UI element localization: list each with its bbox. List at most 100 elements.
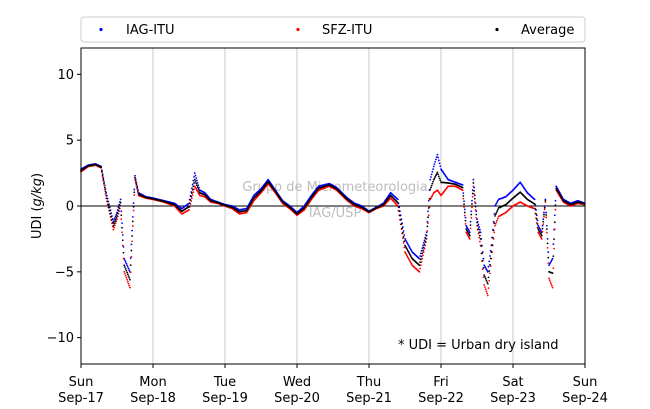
- data-point: [405, 240, 408, 243]
- data-point: [198, 186, 200, 189]
- data-point: [112, 228, 115, 231]
- data-point: [538, 230, 541, 233]
- data-point: [537, 228, 540, 230]
- data-point: [477, 223, 480, 226]
- data-point: [489, 265, 492, 267]
- data-point: [114, 218, 117, 221]
- data-point: [540, 230, 542, 232]
- data-point: [101, 174, 104, 177]
- data-point: [469, 224, 472, 226]
- data-point: [478, 228, 481, 231]
- data-point: [124, 274, 127, 277]
- data-point: [476, 224, 479, 227]
- data-point: [545, 211, 548, 214]
- data-point: [433, 163, 436, 166]
- data-point: [109, 212, 112, 215]
- data-point: [420, 255, 423, 258]
- data-point: [121, 239, 124, 242]
- data-point: [418, 270, 421, 273]
- data-point: [430, 173, 433, 176]
- data-point: [551, 257, 554, 260]
- data-point: [424, 240, 427, 243]
- data-point: [489, 263, 491, 266]
- data-point: [552, 267, 555, 270]
- data-point: [196, 184, 198, 187]
- data-point: [464, 219, 467, 222]
- annotation-note: * UDI = Urban dry island: [398, 338, 558, 353]
- data-point: [543, 208, 546, 211]
- data-point: [481, 251, 484, 253]
- data-point: [401, 231, 404, 234]
- data-point: [492, 238, 495, 240]
- data-point: [124, 266, 126, 268]
- data-point: [422, 249, 424, 252]
- data-point: [539, 232, 542, 234]
- x-tick-label-day: Sat: [502, 375, 523, 390]
- data-point: [472, 182, 475, 184]
- data-point: [115, 213, 118, 216]
- x-tick-label-date: Sep-17: [58, 391, 104, 406]
- data-point: [120, 214, 123, 217]
- data-point: [408, 245, 411, 248]
- data-point: [426, 220, 429, 223]
- data-point: [128, 269, 131, 272]
- legend-label: SFZ-ITU: [322, 23, 372, 38]
- data-point: [535, 218, 538, 220]
- data-point: [131, 225, 134, 227]
- data-point: [399, 214, 401, 217]
- data-point: [132, 202, 135, 205]
- data-point: [403, 234, 406, 236]
- data-point: [134, 181, 137, 184]
- data-point: [132, 209, 135, 212]
- data-point: [126, 273, 129, 276]
- data-point: [409, 261, 412, 264]
- data-point: [486, 270, 489, 273]
- data-point: [467, 232, 470, 234]
- data-point: [420, 261, 423, 263]
- data-point: [194, 174, 197, 177]
- data-point: [473, 193, 476, 196]
- data-point: [252, 195, 254, 198]
- data-point: [192, 185, 195, 188]
- data-point: [130, 255, 133, 258]
- data-point: [124, 272, 126, 275]
- data-point: [188, 205, 190, 208]
- data-point: [489, 257, 492, 260]
- data-point: [463, 208, 466, 211]
- x-axis-ticks: SunSep-17MonSep-18TueSep-19WedSep-20ThuS…: [58, 364, 608, 406]
- data-point: [478, 234, 481, 237]
- data-point: [111, 218, 113, 221]
- data-point: [127, 282, 130, 285]
- data-point: [406, 243, 409, 246]
- data-point: [540, 238, 543, 240]
- data-point: [467, 235, 470, 238]
- data-point: [188, 209, 190, 211]
- data-point: [134, 178, 136, 181]
- data-point: [545, 216, 548, 219]
- data-point: [552, 255, 555, 258]
- data-point: [127, 267, 130, 270]
- data-point: [406, 249, 409, 252]
- data-point: [496, 217, 499, 220]
- data-point: [536, 226, 539, 229]
- data-point: [134, 176, 136, 179]
- data-point: [489, 272, 491, 275]
- data-point: [422, 254, 424, 257]
- data-point: [465, 224, 468, 227]
- data-point: [554, 204, 557, 207]
- data-point: [548, 279, 551, 282]
- data-point: [197, 188, 200, 190]
- data-point: [482, 266, 485, 269]
- data-point: [548, 264, 550, 267]
- data-point: [549, 281, 552, 283]
- data-point: [435, 158, 437, 161]
- data-point: [104, 192, 107, 195]
- legend-box: [80, 16, 586, 43]
- data-point: [475, 213, 478, 216]
- x-tick-label-day: Tue: [213, 375, 236, 390]
- data-point: [538, 226, 540, 228]
- data-point: [438, 162, 441, 165]
- data-point: [427, 207, 430, 209]
- data-point: [432, 165, 435, 168]
- data-point: [496, 219, 499, 222]
